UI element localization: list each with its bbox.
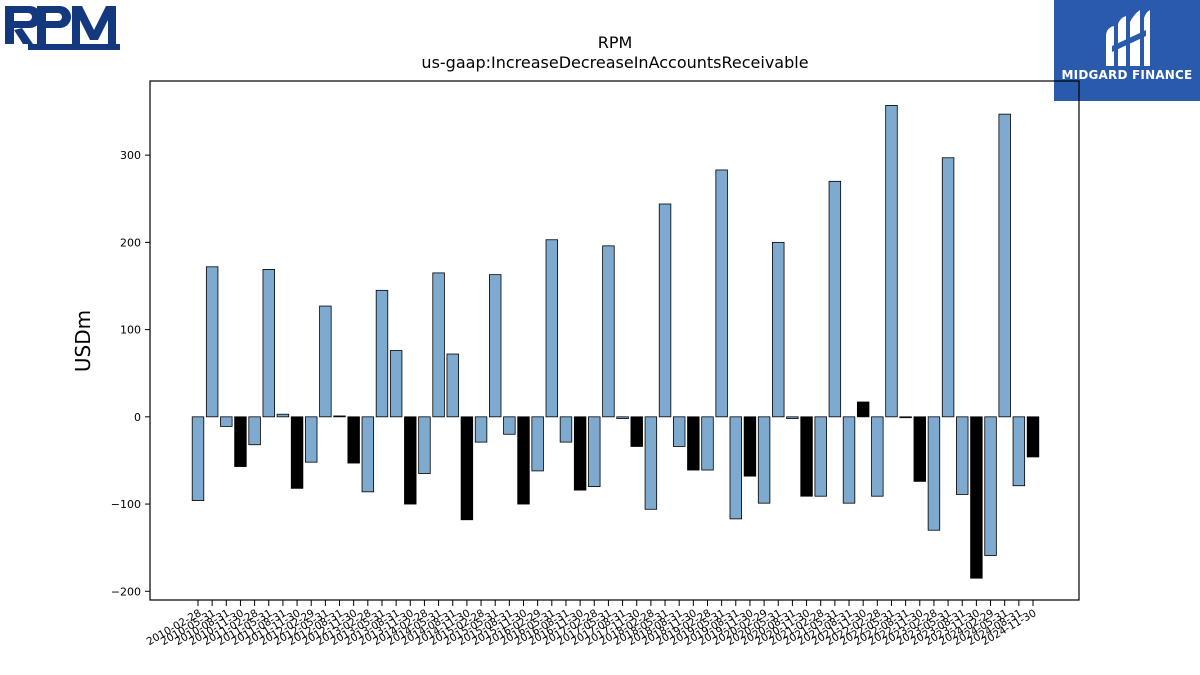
bar-2014-11-30 (460, 416, 474, 521)
bar-2024-05-31 (998, 113, 1011, 418)
bar-2015-11-30 (517, 416, 530, 505)
bar-2018-05-31 (658, 203, 672, 418)
rpm-logo-mark (5, 6, 120, 50)
bar-2017-11-30 (630, 416, 643, 447)
bar-2013-02-28 (361, 416, 375, 493)
bar-2024-11-30 (1026, 416, 1040, 458)
bar-2024-08-31 (1012, 416, 1026, 487)
plot-frame (149, 80, 1080, 601)
bar-2015-05-31 (489, 274, 502, 418)
bar-2020-05-31 (772, 241, 785, 418)
bar-2019-02-28 (701, 416, 714, 471)
bar-2017-08-31 (616, 416, 629, 419)
chart-subtitle: us-gaap:IncreaseDecreaseInAccountsReceiv… (421, 53, 808, 72)
bar-2010-08-31 (220, 416, 233, 427)
bar-2012-02-29 (305, 416, 318, 463)
bar-2015-02-28 (474, 416, 488, 443)
bar-2013-08-31 (389, 350, 403, 418)
bar-2014-02-28 (418, 416, 431, 474)
bar-2014-05-31 (432, 272, 445, 418)
bar-2017-02-28 (588, 416, 601, 488)
bar-2019-05-31 (715, 169, 728, 418)
bar-2015-08-31 (503, 416, 516, 435)
bar-2019-08-31 (729, 416, 742, 520)
bar-2021-05-31 (828, 180, 842, 418)
bar-2014-08-31 (446, 353, 459, 418)
bar-2021-11-30 (856, 401, 870, 418)
bar-2022-08-31 (899, 416, 912, 419)
bar-2020-11-30 (800, 416, 813, 497)
bar-2011-08-31 (276, 413, 290, 418)
bar-2016-05-31 (545, 239, 559, 418)
y-tick-label: −100 (111, 498, 141, 511)
bar-2023-05-31 (941, 157, 955, 418)
bar-2011-11-30 (290, 416, 304, 489)
bar-2023-02-28 (927, 416, 941, 531)
bar-2012-08-31 (333, 415, 346, 418)
bar-2017-05-31 (602, 245, 615, 418)
bar-2018-02-28 (644, 416, 658, 510)
midgard-emblem-icon (1106, 10, 1150, 66)
bar-2021-02-28 (814, 416, 827, 497)
y-tick-label: 200 (120, 236, 141, 249)
bar-2012-11-30 (347, 416, 360, 464)
bar-2019-11-30 (743, 416, 757, 477)
bar-2022-02-28 (871, 416, 884, 497)
bar-2013-11-30 (404, 416, 417, 505)
rpm-logo (0, 0, 130, 66)
y-tick-label: −200 (111, 585, 141, 598)
bar-2010-05-31 (205, 266, 219, 418)
midgard-finance-label: MIDGARD FINANCE (1061, 68, 1193, 82)
plot-area: −200−10001002003002010-02-282010-05-3120… (111, 105, 1040, 648)
bar-2020-02-29 (757, 416, 771, 504)
bar-2018-08-31 (672, 416, 686, 447)
bar-2010-02-28 (191, 416, 205, 501)
bar-2012-05-31 (319, 305, 332, 418)
y-axis-label: USDm (71, 310, 95, 372)
bar-2016-08-31 (559, 416, 573, 443)
bar-2018-11-30 (687, 416, 700, 471)
bar-2013-05-31 (375, 289, 389, 418)
y-tick-label: 0 (134, 411, 141, 424)
bar-2016-02-29 (531, 416, 544, 472)
bar-2011-05-31 (262, 269, 275, 418)
bar-2016-11-30 (573, 416, 587, 491)
y-tick-label: 300 (120, 149, 141, 162)
bar-2022-05-31 (885, 105, 898, 418)
bar-2023-08-31 (956, 416, 969, 495)
bar-2021-08-31 (842, 416, 856, 504)
bar-2011-02-28 (248, 416, 261, 446)
bar-2024-02-29 (984, 416, 997, 556)
midgard-finance-logo: MIDGARD FINANCE (1054, 0, 1200, 101)
bar-2010-11-30 (234, 416, 247, 467)
chart-title: RPM (598, 33, 633, 52)
y-tick-label: 100 (120, 324, 141, 337)
bar-2022-11-30 (913, 416, 926, 482)
bar-2023-11-30 (970, 416, 983, 579)
bar-2020-08-31 (786, 416, 799, 419)
